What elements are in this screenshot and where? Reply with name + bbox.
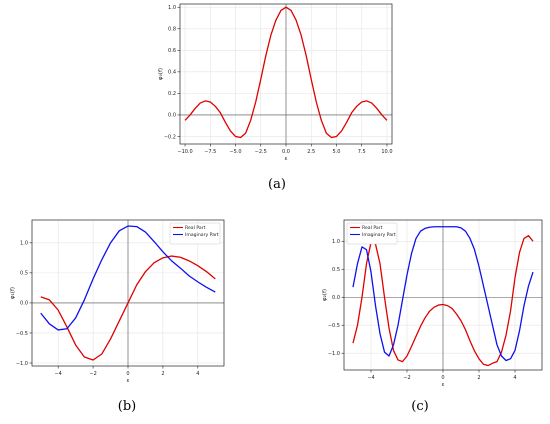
- chart-b-svg: −4 −2 0 2 4 −1.0 −0.5 0.0 0.5 1.0 ε φ₁(f) Real PartI…: [10, 219, 225, 384]
- chart-a-y-tick-label: 0.2: [168, 91, 176, 97]
- chart-a-x-tick-label: −10.0: [177, 149, 192, 155]
- chart-b-x-tick-label: 0: [126, 371, 129, 377]
- chart-a-x-axis-label: ε: [285, 156, 288, 162]
- chart-c-x-axis-label: ε: [442, 382, 445, 388]
- chart-b-x-tick-label: −2: [89, 371, 96, 377]
- chart-b-y-tick-label: −0.5: [16, 331, 28, 337]
- chart-panel-c: −4 −2 0 2 4 −1.0 −0.5 0.0 0.5 1.0 ε φ₂(f) Real Part I…: [312, 212, 550, 388]
- chart-b-x-tick-label: −4: [54, 371, 61, 377]
- chart-b-legend-label: Real Part: [185, 225, 206, 231]
- chart-b-legend-box: [169, 222, 221, 245]
- chart-a-y-tick-label: −0.2: [164, 134, 176, 140]
- chart-b-y-tick-label: 0.5: [20, 271, 28, 277]
- chart-b-y-axis-label: φ₁(f): [10, 287, 16, 299]
- chart-b-series-real-part-line: [40, 255, 216, 361]
- chart-a-y-tick-label: 0.8: [168, 27, 176, 33]
- caption-a: (a): [268, 177, 286, 192]
- caption-b: (b): [117, 399, 137, 414]
- chart-b-y-tick-label: −1.0: [16, 361, 28, 367]
- chart-c-y-tick-label: 1.0: [332, 239, 340, 245]
- chart-a-y-axis-label: φ₀(f): [158, 68, 164, 80]
- chart-c-y-tick-label: −0.5: [328, 323, 340, 329]
- chart-a-x-tick-label: −2.5: [255, 149, 267, 155]
- chart-a-series-0-line: [184, 6, 388, 139]
- chart-a-svg: −10.0 −7.5 −5.0 −2.5 0.0 2.5 5.0 7.5 10.0 −0.2 0.0…: [158, 3, 393, 162]
- chart-a-x-tick-label: 10.0: [381, 149, 392, 155]
- chart-c-y-tick-label: 0.5: [332, 267, 340, 273]
- chart-c-x-tick-label: −2: [403, 375, 410, 381]
- chart-b-x-tick-label: 4: [196, 371, 199, 377]
- chart-b-legend-label: Imaginary Part: [185, 232, 219, 238]
- chart-b-y-tick-label: 1.0: [20, 241, 28, 247]
- chart-a-y-tick-label: 0.0: [168, 113, 176, 119]
- chart-c-y-tick-label: −1.0: [328, 351, 340, 357]
- chart-c-series-real-part-line: [352, 235, 534, 367]
- chart-c-legend-box: [346, 222, 398, 245]
- chart-a-x-tick-label: 0.0: [282, 149, 290, 155]
- chart-b-y-tick-label: 0.0: [20, 301, 28, 307]
- chart-c-x-tick-label: −4: [367, 375, 374, 381]
- chart-c-legend-label: Imaginary Part: [362, 232, 396, 238]
- chart-a-x-tick-label: −7.5: [204, 149, 216, 155]
- chart-a-y-tick-label: 0.4: [168, 70, 176, 76]
- chart-a-x-tick-label: 5.0: [332, 149, 340, 155]
- chart-a-y-tick-label: 0.6: [168, 48, 176, 54]
- chart-b-series-imaginary-part-line: [40, 225, 216, 331]
- chart-a-y-tick-label: 1.0: [168, 5, 176, 11]
- chart-c-y-axis-label: φ₂(f): [322, 289, 328, 301]
- chart-b-x-axis-label: ε: [127, 378, 130, 384]
- chart-panel-a: −10.0 −7.5 −5.0 −2.5 0.0 2.5 5.0 7.5 10.0 −0.2 0.0…: [150, 0, 402, 164]
- chart-c-x-tick-label: 2: [477, 375, 480, 381]
- chart-panel-b: −4 −2 0 2 4 −1.0 −0.5 0.0 0.5 1.0 ε φ₁(f) Real Part I…: [0, 210, 232, 388]
- chart-c-y-tick-label: 0.0: [332, 295, 340, 301]
- chart-c-x-tick-label: 4: [513, 375, 516, 381]
- chart-c-series-imaginary-part-line: [352, 226, 534, 362]
- chart-c-x-tick-label: 0: [441, 375, 444, 381]
- chart-b-x-tick-label: 2: [161, 371, 164, 377]
- chart-c-legend-label: Real Part: [362, 225, 383, 231]
- chart-a-x-tick-label: 2.5: [307, 149, 315, 155]
- caption-c: (c): [411, 399, 429, 414]
- chart-a-x-tick-label: −5.0: [229, 149, 241, 155]
- chart-c-svg: −4 −2 0 2 4 −1.0 −0.5 0.0 0.5 1.0 ε φ₂(f) Real PartI…: [322, 219, 543, 388]
- chart-a-x-tick-label: 7.5: [358, 149, 366, 155]
